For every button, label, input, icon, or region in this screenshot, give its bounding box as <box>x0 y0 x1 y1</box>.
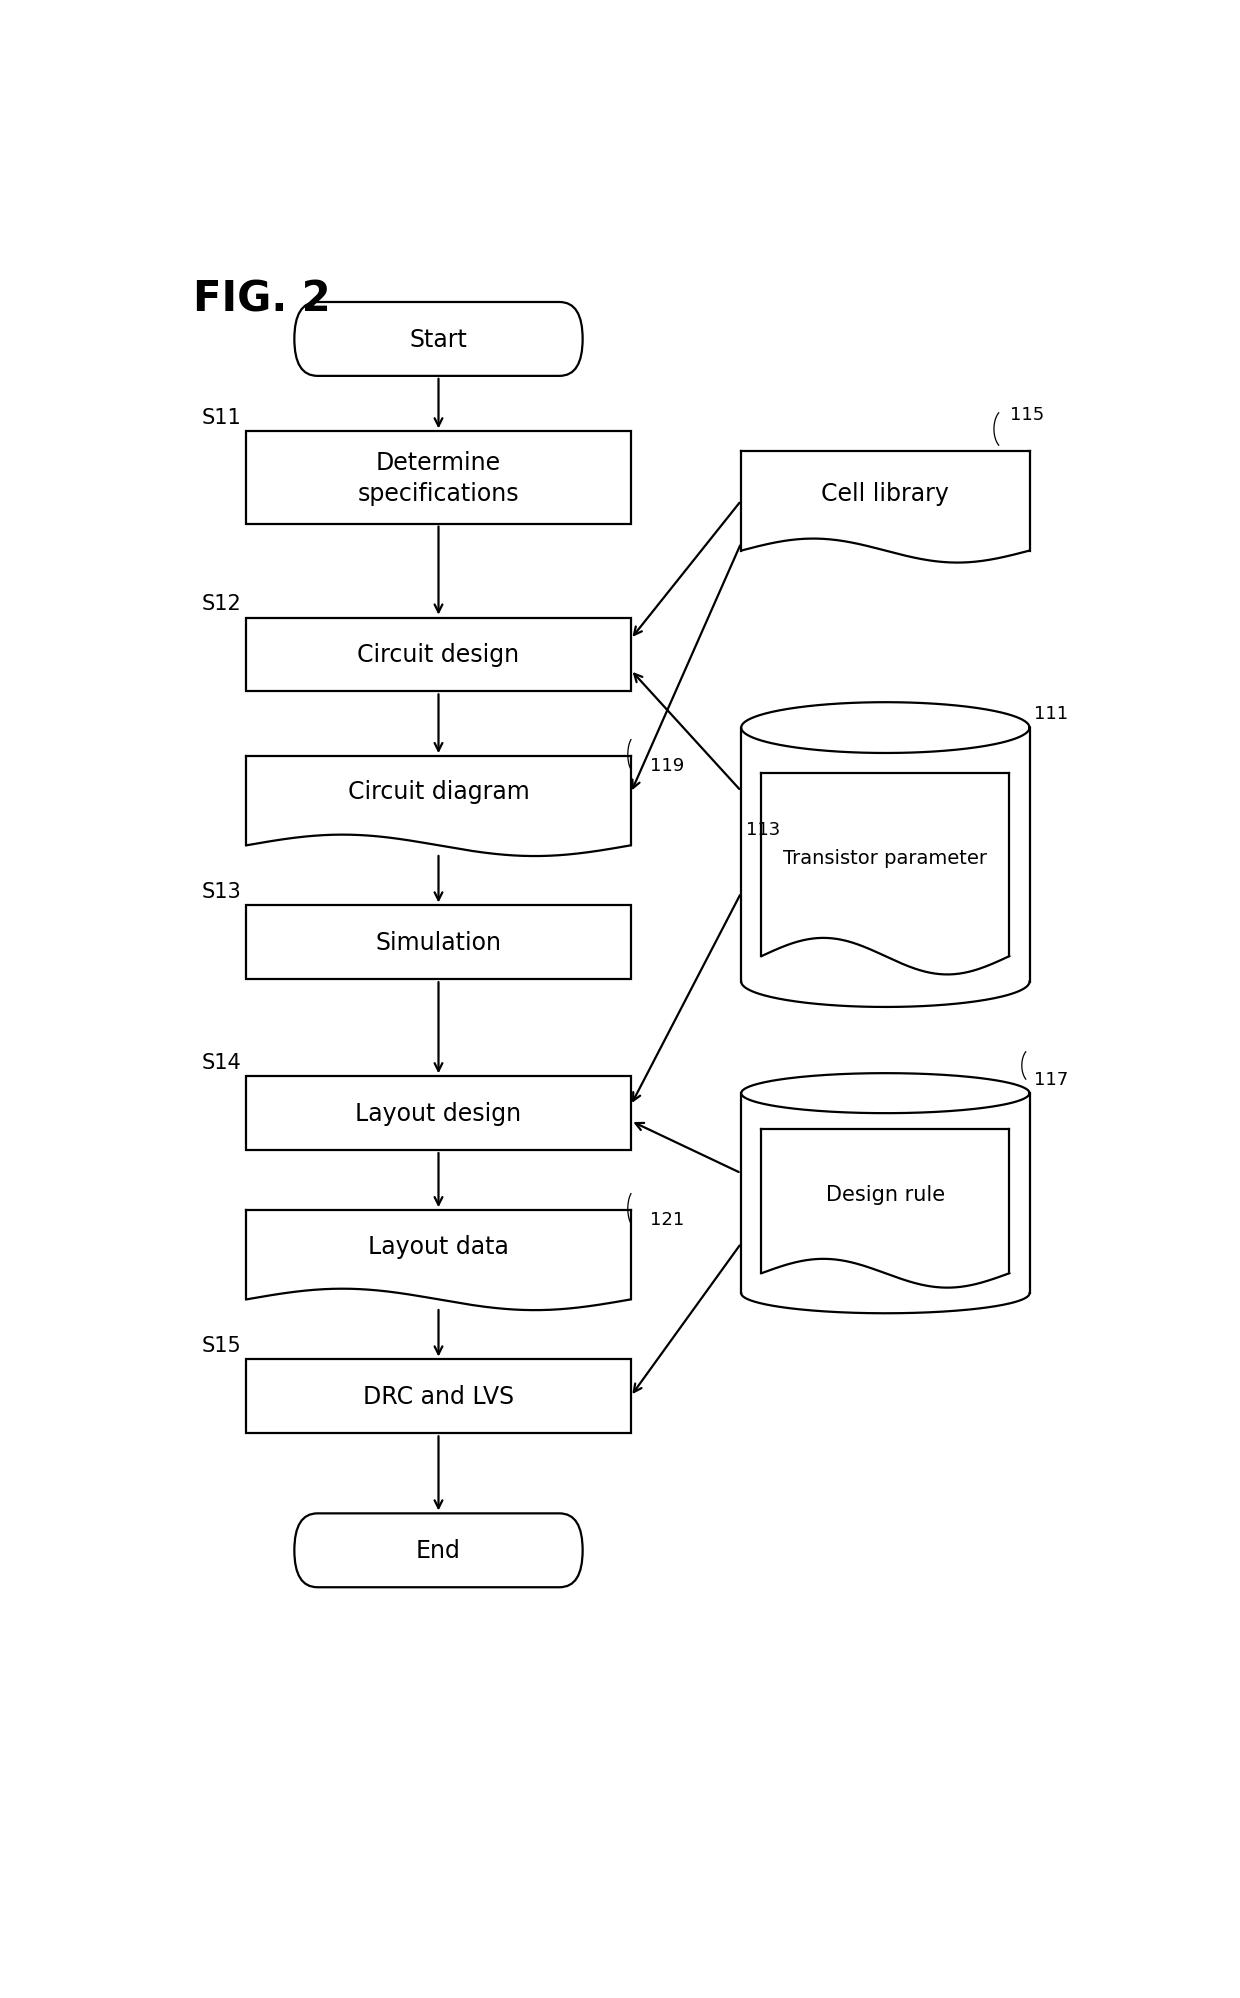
Text: 115: 115 <box>1011 406 1044 424</box>
Polygon shape <box>247 1211 631 1311</box>
Text: 113: 113 <box>746 821 780 839</box>
Text: Transistor parameter: Transistor parameter <box>784 847 987 867</box>
Polygon shape <box>742 452 1029 563</box>
Text: Determine
specifications: Determine specifications <box>357 450 520 505</box>
Text: 111: 111 <box>1034 705 1069 723</box>
Polygon shape <box>742 1073 1029 1113</box>
Text: 117: 117 <box>1034 1071 1069 1089</box>
Polygon shape <box>742 1093 1029 1293</box>
Text: Circuit design: Circuit design <box>357 643 520 667</box>
Text: S11: S11 <box>202 408 242 428</box>
Bar <box>247 617 631 691</box>
Polygon shape <box>247 757 631 857</box>
Polygon shape <box>761 1129 1009 1289</box>
FancyBboxPatch shape <box>294 304 583 378</box>
Text: Cell library: Cell library <box>821 482 950 505</box>
FancyBboxPatch shape <box>294 1514 583 1588</box>
Bar <box>247 1077 631 1151</box>
Text: S12: S12 <box>202 593 242 613</box>
Text: 121: 121 <box>650 1211 684 1229</box>
Text: S15: S15 <box>202 1335 242 1355</box>
Polygon shape <box>742 727 1029 983</box>
Text: Design rule: Design rule <box>826 1185 945 1205</box>
Polygon shape <box>761 773 1009 975</box>
Polygon shape <box>742 703 1029 753</box>
Bar <box>247 432 631 523</box>
Text: S14: S14 <box>202 1053 242 1073</box>
Text: S13: S13 <box>202 881 242 901</box>
Text: Layout data: Layout data <box>368 1235 508 1259</box>
Text: 119: 119 <box>650 757 684 775</box>
Text: End: End <box>417 1538 461 1562</box>
Text: Circuit diagram: Circuit diagram <box>347 779 529 803</box>
Text: Simulation: Simulation <box>376 931 501 955</box>
Bar <box>247 905 631 979</box>
Text: DRC and LVS: DRC and LVS <box>363 1385 515 1409</box>
Text: FIG. 2: FIG. 2 <box>193 278 331 320</box>
Text: Start: Start <box>409 328 467 352</box>
Bar <box>247 1361 631 1435</box>
Text: Layout design: Layout design <box>356 1101 522 1125</box>
